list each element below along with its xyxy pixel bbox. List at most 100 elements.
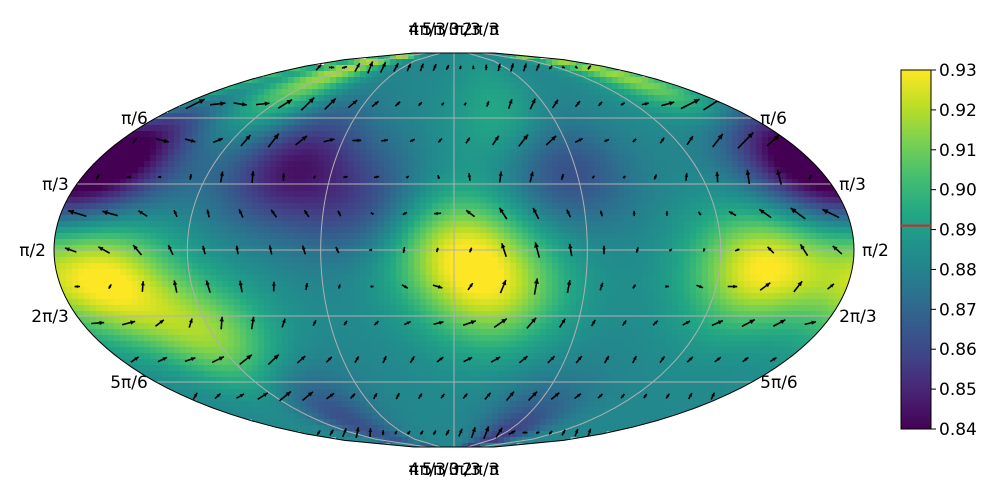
vector-arrow xyxy=(304,282,309,291)
vector-arrow xyxy=(529,171,534,183)
vector-arrow xyxy=(603,355,610,364)
vector-arrow xyxy=(462,320,477,326)
vector-arrow xyxy=(463,102,467,106)
vector-arrow xyxy=(343,175,348,179)
meridian-line xyxy=(186,53,428,447)
vector-arrow xyxy=(250,170,255,183)
vector-arrow xyxy=(64,247,77,253)
vector-arrow xyxy=(395,392,401,400)
vector-arrow xyxy=(602,245,606,255)
vector-arrow xyxy=(632,210,636,217)
vector-arrow xyxy=(337,210,342,217)
vector-arrow xyxy=(296,355,306,364)
latitude-label: 2π/3 xyxy=(839,307,877,327)
vector-arrow xyxy=(508,430,516,436)
vector-arrow xyxy=(710,392,716,400)
longitude-label: 0 xyxy=(449,20,460,40)
vector-arrow xyxy=(668,248,673,252)
colorbar-tick-label: 0.88 xyxy=(939,260,977,280)
vector-arrow xyxy=(533,278,539,295)
vector-arrow xyxy=(468,247,473,253)
vector-arrow xyxy=(621,320,627,327)
heatmap-field xyxy=(54,53,854,447)
vector-arrow xyxy=(522,63,527,72)
vector-arrow xyxy=(472,65,475,70)
vector-arrow xyxy=(440,393,446,399)
vector-arrow xyxy=(337,284,341,289)
vector-arrow xyxy=(574,393,582,400)
vector-arrow xyxy=(518,133,529,147)
vector-arrow xyxy=(682,320,691,326)
vector-arrow xyxy=(219,316,224,330)
vector-arrow xyxy=(236,393,245,399)
latitude-label: 5π/6 xyxy=(760,373,798,393)
bottom-longitude-labels: π4π/35π/30π/32π/3π xyxy=(408,460,499,480)
vector-arrow xyxy=(373,320,380,326)
vector-arrow xyxy=(209,101,226,107)
vector-arrow xyxy=(741,318,756,328)
vector-arrow xyxy=(219,171,224,183)
longitude-label: π/3 xyxy=(454,460,481,480)
vector-arrow xyxy=(140,281,145,292)
vector-arrow xyxy=(509,63,515,72)
vector-arrow xyxy=(759,282,771,291)
vector-arrow xyxy=(790,207,806,220)
vector-arrow xyxy=(402,246,406,254)
latitude-label: π/2 xyxy=(862,241,889,261)
vector-arrow xyxy=(235,245,240,255)
vector-arrow xyxy=(316,429,321,436)
vector-arrow xyxy=(620,101,626,106)
meridian-line xyxy=(480,53,722,447)
vector-arrow xyxy=(271,281,276,292)
vector-arrow xyxy=(518,355,528,364)
vector-arrow xyxy=(354,62,361,72)
sphere-map xyxy=(53,52,855,448)
vector-arrow xyxy=(526,317,537,329)
meridian-line xyxy=(467,53,588,447)
vector-arrow xyxy=(379,61,387,73)
vector-arrow xyxy=(312,319,317,327)
vector-arrow xyxy=(568,243,573,257)
vector-arrow xyxy=(486,100,490,107)
vector-arrow xyxy=(491,135,500,146)
vector-arrow xyxy=(409,138,416,143)
vector-arrow xyxy=(652,320,659,326)
vector-arrow xyxy=(561,429,566,436)
vector-arrow xyxy=(281,173,286,181)
vector-arrow xyxy=(279,390,292,402)
vector-arrow xyxy=(665,393,671,399)
vector-arrow xyxy=(599,282,604,291)
vector-arrow xyxy=(302,391,314,401)
vector-arrow xyxy=(206,209,210,218)
vector-arrow xyxy=(561,65,566,69)
vector-arrow xyxy=(532,207,540,220)
vector-arrow xyxy=(714,356,722,363)
vector-arrow xyxy=(458,65,462,70)
colorbar: 0.84 0.85 0.86 0.87 0.88 0.89 0.90 0.91 0.92 0.93 xyxy=(900,61,977,440)
vector-arrow xyxy=(212,137,224,144)
vector-arrow xyxy=(804,320,817,326)
latitude-label: π/2 xyxy=(19,241,46,261)
vector-arrow xyxy=(367,61,374,74)
colorbar-tick-label: 0.93 xyxy=(939,61,977,81)
vector-arrow xyxy=(483,426,490,440)
vector-field xyxy=(64,61,843,440)
colorbar-ticks: 0.84 0.85 0.86 0.87 0.88 0.89 0.90 0.91 0.92 0.93 xyxy=(931,61,977,440)
latitude-label: 2π/3 xyxy=(31,307,69,327)
vector-arrow xyxy=(277,98,293,109)
longitude-label: π xyxy=(409,20,419,40)
vector-arrow xyxy=(394,101,401,107)
vector-arrow xyxy=(267,133,280,148)
vector-arrow xyxy=(394,430,398,435)
vector-arrow xyxy=(368,428,373,437)
vector-arrow xyxy=(499,279,507,294)
vector-arrow xyxy=(126,175,131,179)
vector-arrow xyxy=(734,248,740,252)
vector-arrow xyxy=(522,431,528,435)
vector-arrow xyxy=(255,101,270,106)
vector-arrow xyxy=(566,279,572,294)
vector-arrow xyxy=(205,280,211,293)
vector-arrow xyxy=(355,427,360,439)
vector-arrow xyxy=(381,430,385,436)
vector-arrow xyxy=(484,64,488,71)
